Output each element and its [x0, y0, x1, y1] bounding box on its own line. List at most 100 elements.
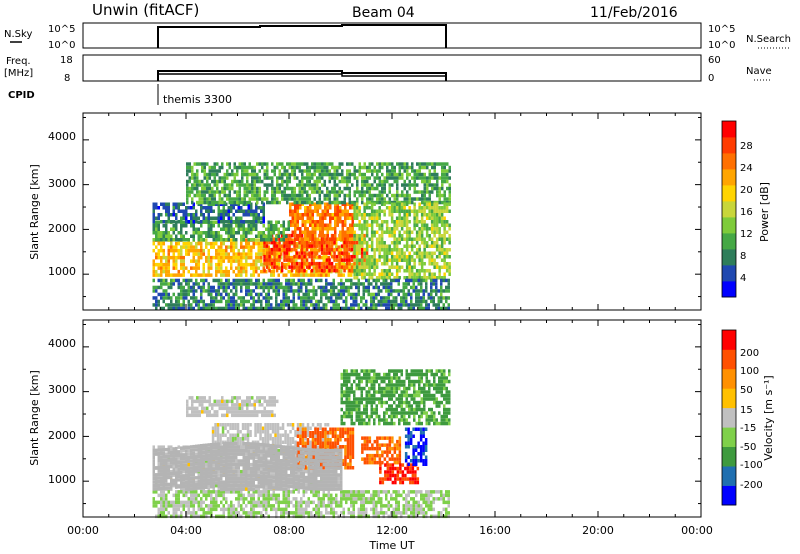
data-cell: [240, 269, 243, 274]
data-cell: [207, 206, 210, 210]
data-cell: [348, 247, 351, 252]
data-cell: [440, 278, 443, 283]
data-cell: [292, 306, 295, 311]
data-cell: [257, 245, 260, 249]
data-cell: [285, 258, 289, 262]
data-cell: [321, 172, 324, 177]
data-cell: [172, 292, 175, 297]
data-cell: [157, 241, 160, 246]
data-cell: [261, 437, 265, 441]
data-cell: [230, 259, 233, 263]
data-cell: [266, 197, 269, 201]
data-cell: [275, 220, 278, 224]
data-cell: [390, 234, 394, 238]
data-cell: [310, 240, 314, 245]
data-cell: [406, 162, 409, 166]
data-cell: [177, 231, 180, 235]
data-cell: [340, 296, 343, 300]
data-cell: [207, 282, 210, 286]
colorbar-swatch: [722, 201, 736, 218]
data-cell: [162, 269, 165, 274]
data-cell: [211, 169, 214, 173]
data-cell: [388, 209, 391, 213]
data-cell: [325, 296, 328, 300]
data-cell: [375, 278, 378, 283]
data-cell: [235, 266, 238, 270]
data-cell: [267, 224, 270, 228]
data-cell: [417, 282, 420, 286]
data-cell: [260, 234, 263, 238]
data-cell: [335, 258, 339, 262]
data-cell: [255, 266, 258, 270]
data-cell: [333, 179, 336, 184]
data-cell: [398, 248, 401, 252]
data-cell: [432, 296, 435, 300]
data-cell: [370, 241, 374, 245]
data-cell: [370, 209, 374, 213]
data-cell: [255, 269, 258, 274]
data-cell: [335, 285, 338, 290]
data-cell: [378, 169, 381, 173]
data-cell: [162, 299, 165, 304]
data-cell: [294, 444, 297, 448]
data-cell: [222, 255, 225, 260]
data-cell: [254, 433, 257, 437]
data-cell: [378, 237, 381, 241]
data-cell: [152, 224, 155, 228]
data-cell: [403, 209, 406, 213]
data-cell: [265, 251, 269, 255]
data-cell: [157, 303, 160, 307]
data-cell: [296, 216, 299, 220]
data-cell: [420, 213, 424, 217]
data-cell: [416, 172, 419, 177]
data-cell: [170, 213, 173, 217]
data-cell: [318, 190, 321, 194]
data-cell: [320, 240, 324, 245]
data-cell: [343, 200, 346, 205]
data-cell: [222, 224, 225, 228]
data-cell: [172, 220, 175, 224]
data-cell: [427, 292, 430, 297]
data-cell: [263, 258, 266, 262]
data-cell: [390, 216, 394, 220]
data-cell: [211, 179, 214, 184]
data-cell: [445, 265, 449, 269]
data-cell: [293, 240, 296, 245]
data-cell: [200, 224, 203, 228]
data-cell: [380, 262, 384, 266]
data-cell: [291, 169, 294, 173]
data-cell: [277, 266, 280, 270]
data-cell: [363, 213, 366, 217]
data-cell: [252, 296, 255, 300]
data-cell: [403, 162, 406, 166]
data-cell: [227, 296, 230, 300]
data-cell: [267, 303, 270, 307]
data-cell: [212, 220, 215, 224]
data-cell: [330, 268, 334, 273]
data-cell: [418, 209, 421, 213]
data-cell: [351, 213, 354, 217]
data-cell: [410, 306, 413, 311]
data-cell: [338, 258, 341, 262]
data-cell: [246, 430, 250, 434]
data-cell: [195, 269, 198, 274]
data-cell: [305, 247, 309, 252]
data-cell: [190, 245, 193, 249]
data-cell: [398, 202, 401, 206]
data-cell: [195, 452, 198, 456]
data-cell: [237, 296, 240, 300]
data-cell: [200, 278, 203, 283]
data-cell: [443, 248, 446, 252]
data-cell: [296, 165, 299, 170]
data-cell: [225, 278, 228, 283]
data-cell: [338, 265, 341, 269]
data-cell: [197, 238, 200, 242]
data-cell: [293, 247, 296, 252]
data-cell: [345, 251, 349, 255]
data-cell: [358, 169, 361, 173]
data-cell: [235, 306, 238, 311]
data-cell: [275, 299, 278, 304]
data-cell: [175, 273, 178, 277]
data-cell: [195, 241, 198, 246]
data-cell: [200, 206, 203, 210]
